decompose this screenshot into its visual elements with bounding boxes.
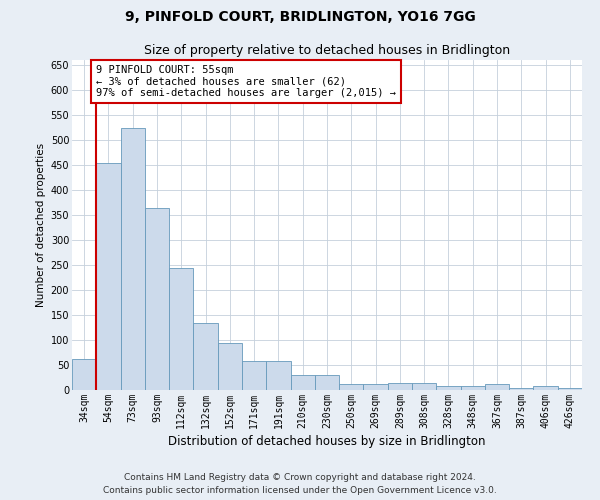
Bar	[485, 384, 509, 390]
Bar	[218, 342, 242, 390]
Title: Size of property relative to detached houses in Bridlington: Size of property relative to detached ho…	[144, 44, 510, 58]
Bar	[509, 388, 533, 390]
Bar	[315, 375, 339, 390]
Bar	[533, 386, 558, 390]
Bar	[242, 361, 266, 390]
Bar	[72, 359, 96, 390]
Bar	[290, 375, 315, 390]
Bar	[339, 384, 364, 390]
Bar	[436, 386, 461, 390]
Bar	[461, 386, 485, 390]
X-axis label: Distribution of detached houses by size in Bridlington: Distribution of detached houses by size …	[168, 435, 486, 448]
Bar	[388, 382, 412, 390]
Text: Contains HM Land Registry data © Crown copyright and database right 2024.
Contai: Contains HM Land Registry data © Crown c…	[103, 474, 497, 495]
Y-axis label: Number of detached properties: Number of detached properties	[37, 143, 46, 307]
Bar	[412, 382, 436, 390]
Bar	[96, 162, 121, 390]
Text: 9 PINFOLD COURT: 55sqm
← 3% of detached houses are smaller (62)
97% of semi-deta: 9 PINFOLD COURT: 55sqm ← 3% of detached …	[96, 65, 396, 98]
Bar	[193, 322, 218, 390]
Bar	[266, 361, 290, 390]
Bar	[169, 268, 193, 390]
Bar	[145, 208, 169, 390]
Bar	[558, 388, 582, 390]
Text: 9, PINFOLD COURT, BRIDLINGTON, YO16 7GG: 9, PINFOLD COURT, BRIDLINGTON, YO16 7GG	[125, 10, 475, 24]
Bar	[364, 384, 388, 390]
Bar	[121, 128, 145, 390]
